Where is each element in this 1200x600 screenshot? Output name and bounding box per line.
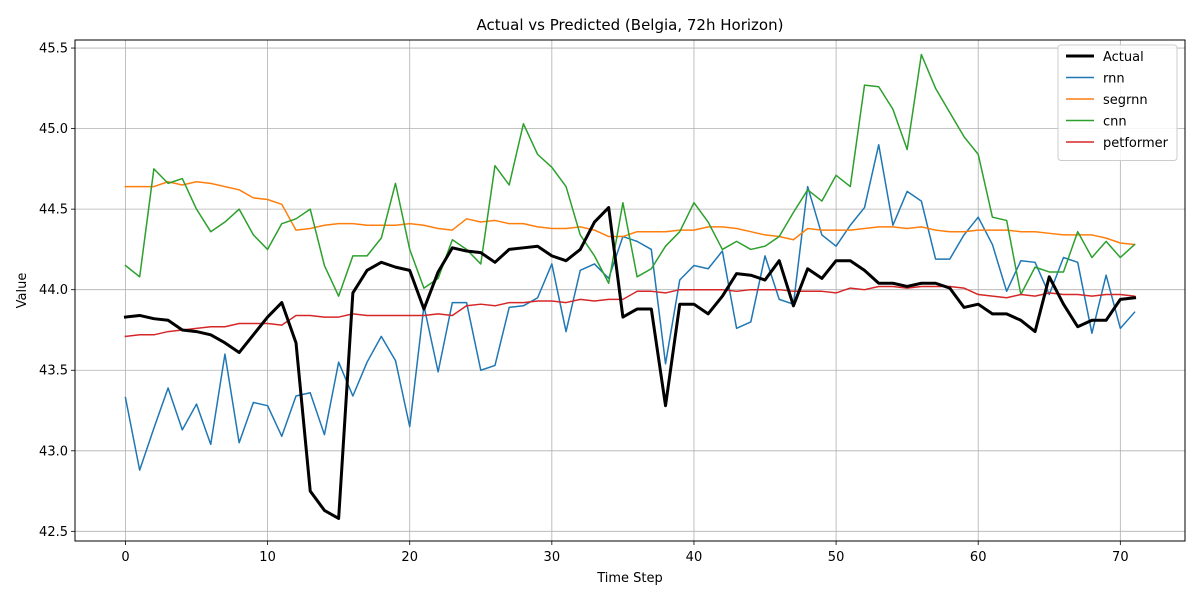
y-tick-label: 44.0 [39, 283, 68, 298]
plot-frame [74, 39, 1186, 542]
series-line-segrnn [124, 181, 1136, 246]
y-tick-label: 44.5 [39, 203, 68, 218]
series-line-petformer [124, 285, 1136, 338]
legend-label: rnn [1103, 72, 1125, 87]
grid [75, 40, 1185, 541]
x-tick-label: 50 [828, 550, 845, 565]
x-tick-label: 30 [544, 550, 561, 565]
y-tick-label: 43.0 [39, 444, 68, 459]
x-tick-label: 60 [970, 550, 987, 565]
x-axis-label: Time Step [596, 571, 663, 586]
series-lines [123, 53, 1137, 520]
x-tick-label: 70 [1112, 550, 1129, 565]
chart-title: Actual vs Predicted (Belgia, 72h Horizon… [477, 16, 784, 34]
x-tick-label: 20 [401, 550, 418, 565]
y-tick-label: 42.5 [39, 525, 68, 540]
legend-label: Actual [1103, 50, 1144, 65]
x-tick-label: 0 [121, 550, 129, 565]
legend-label: petformer [1103, 136, 1169, 151]
x-tick-label: 40 [686, 550, 703, 565]
legend-label: cnn [1103, 115, 1127, 130]
y-axis-label: Value [15, 273, 30, 309]
y-tick-label: 43.5 [39, 364, 68, 379]
x-tick-label: 10 [259, 550, 276, 565]
y-tick-label: 45.0 [39, 122, 68, 137]
series-line-cnn [124, 53, 1136, 297]
legend-box [1057, 44, 1178, 161]
series-line-actual [123, 206, 1137, 520]
y-tick-label: 45.5 [39, 42, 68, 57]
axis-ticks: 0 10 20 30 40 50 60 70 42.5 43.0 43.5 44.0 44.5 45.0 4… [39, 42, 1129, 565]
legend-label: segrnn [1103, 93, 1148, 108]
legend: Actual rnn segrnn cnn petformer [1057, 44, 1178, 161]
